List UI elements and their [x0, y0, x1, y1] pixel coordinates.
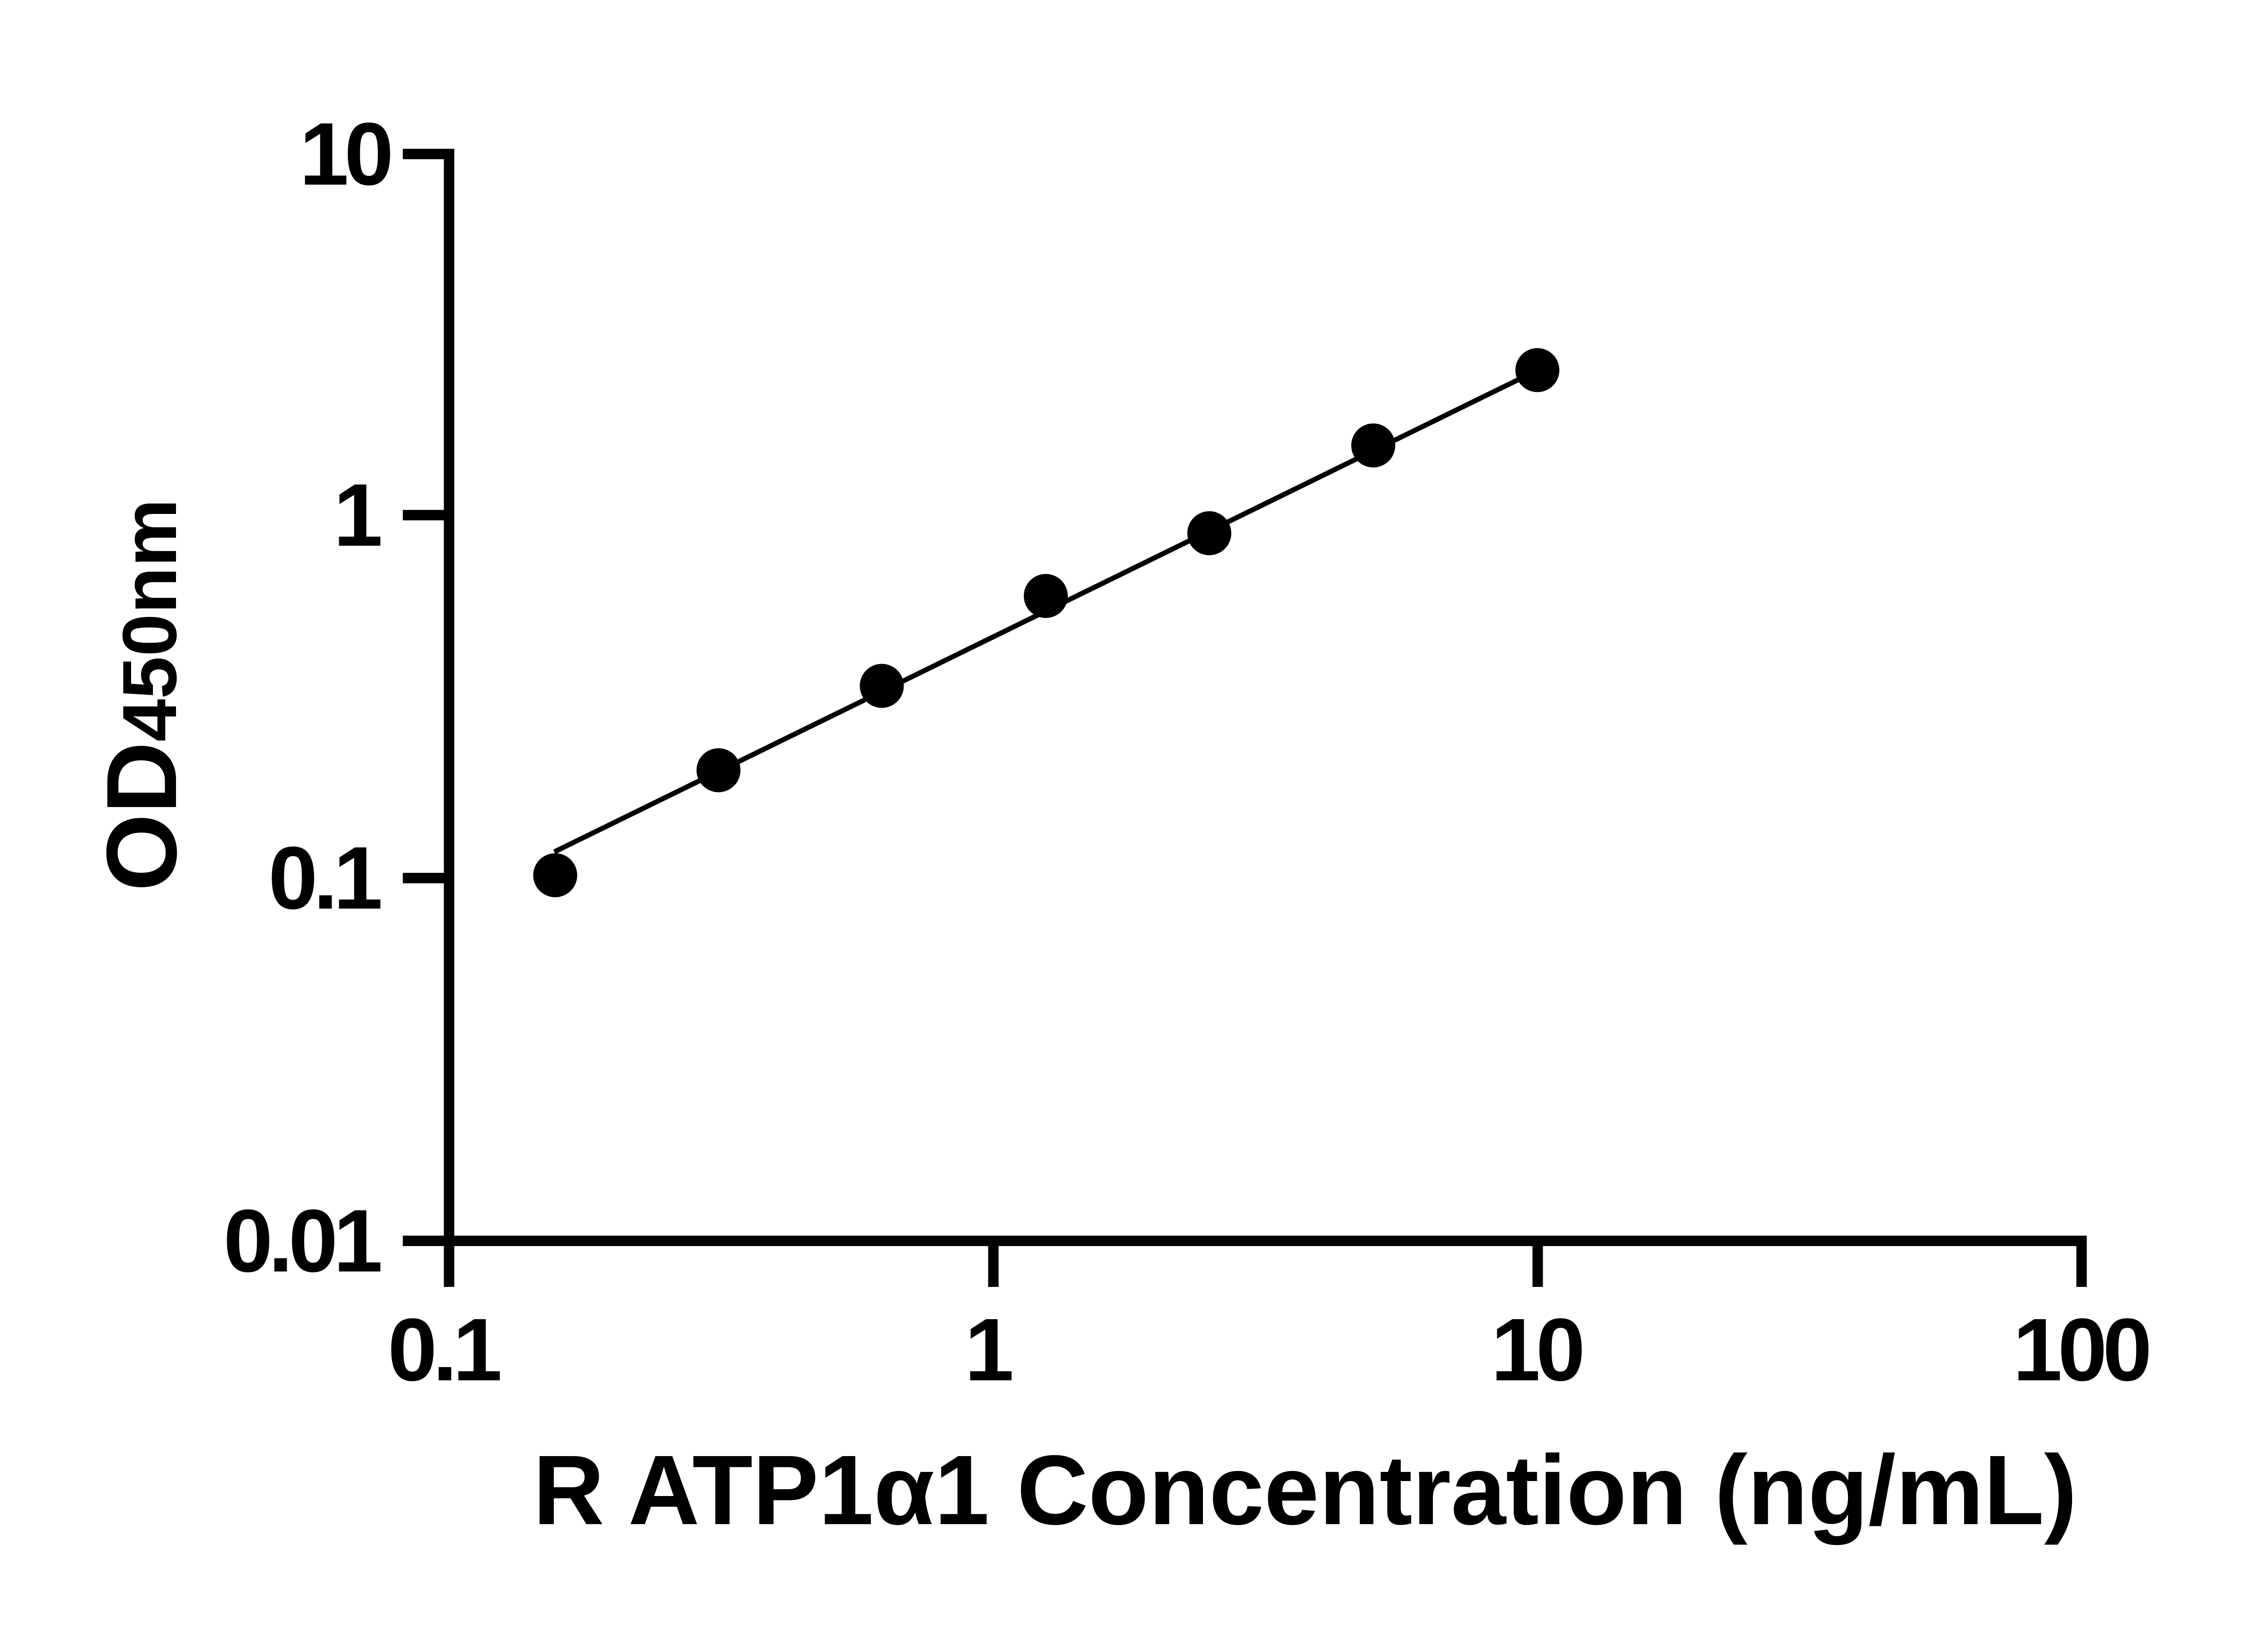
svg-text:10: 10 — [1491, 1300, 1582, 1399]
svg-text:1: 1 — [964, 1300, 1012, 1399]
svg-text:1: 1 — [333, 465, 381, 565]
svg-text:0.1: 0.1 — [388, 1300, 500, 1399]
svg-text:R ATP1α1 Concentration (ng/mL): R ATP1α1 Concentration (ng/mL) — [533, 1435, 2077, 1545]
svg-text:0.1: 0.1 — [269, 828, 381, 928]
svg-text:OD450nm: OD450nm — [86, 499, 197, 891]
svg-text:10: 10 — [299, 104, 390, 204]
svg-text:100: 100 — [2013, 1300, 2148, 1399]
svg-text:0.01: 0.01 — [224, 1191, 381, 1291]
